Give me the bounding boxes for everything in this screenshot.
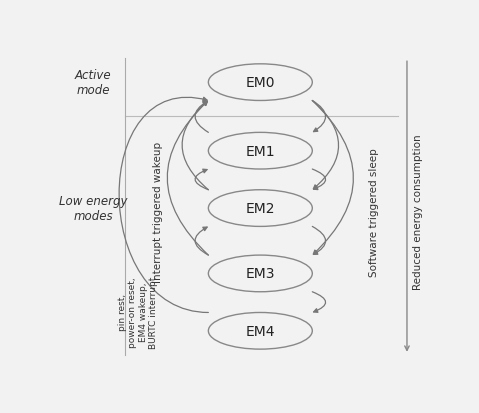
FancyArrowPatch shape bbox=[312, 227, 326, 255]
FancyArrowPatch shape bbox=[119, 98, 208, 313]
FancyArrowPatch shape bbox=[312, 101, 326, 132]
Ellipse shape bbox=[208, 256, 312, 292]
FancyArrowPatch shape bbox=[195, 102, 208, 133]
FancyArrowPatch shape bbox=[195, 170, 208, 190]
Text: Reduced energy consumption: Reduced energy consumption bbox=[413, 134, 423, 290]
Text: EM4: EM4 bbox=[246, 324, 275, 338]
Text: EM0: EM0 bbox=[246, 76, 275, 90]
FancyArrowPatch shape bbox=[167, 102, 208, 256]
Text: Interrupt triggered wakeup: Interrupt triggered wakeup bbox=[153, 141, 163, 282]
FancyArrowPatch shape bbox=[195, 228, 208, 256]
FancyArrowPatch shape bbox=[182, 102, 208, 190]
FancyArrowPatch shape bbox=[312, 101, 354, 254]
Text: Software triggered sleep: Software triggered sleep bbox=[368, 147, 378, 276]
Ellipse shape bbox=[208, 190, 312, 227]
Text: pin rest,
power-on reset,
EM4 wakeup,
BURTC interrupt: pin rest, power-on reset, EM4 wakeup, BU… bbox=[118, 276, 158, 348]
Text: Active
mode: Active mode bbox=[75, 69, 112, 97]
Text: Low energy
modes: Low energy modes bbox=[59, 195, 127, 223]
Text: EM1: EM1 bbox=[246, 144, 275, 158]
Ellipse shape bbox=[208, 65, 312, 101]
FancyArrowPatch shape bbox=[312, 101, 339, 190]
Ellipse shape bbox=[208, 313, 312, 349]
Text: EM3: EM3 bbox=[246, 267, 275, 281]
Ellipse shape bbox=[208, 133, 312, 170]
FancyArrowPatch shape bbox=[312, 170, 326, 190]
Text: EM2: EM2 bbox=[246, 202, 275, 216]
FancyArrowPatch shape bbox=[312, 292, 326, 313]
